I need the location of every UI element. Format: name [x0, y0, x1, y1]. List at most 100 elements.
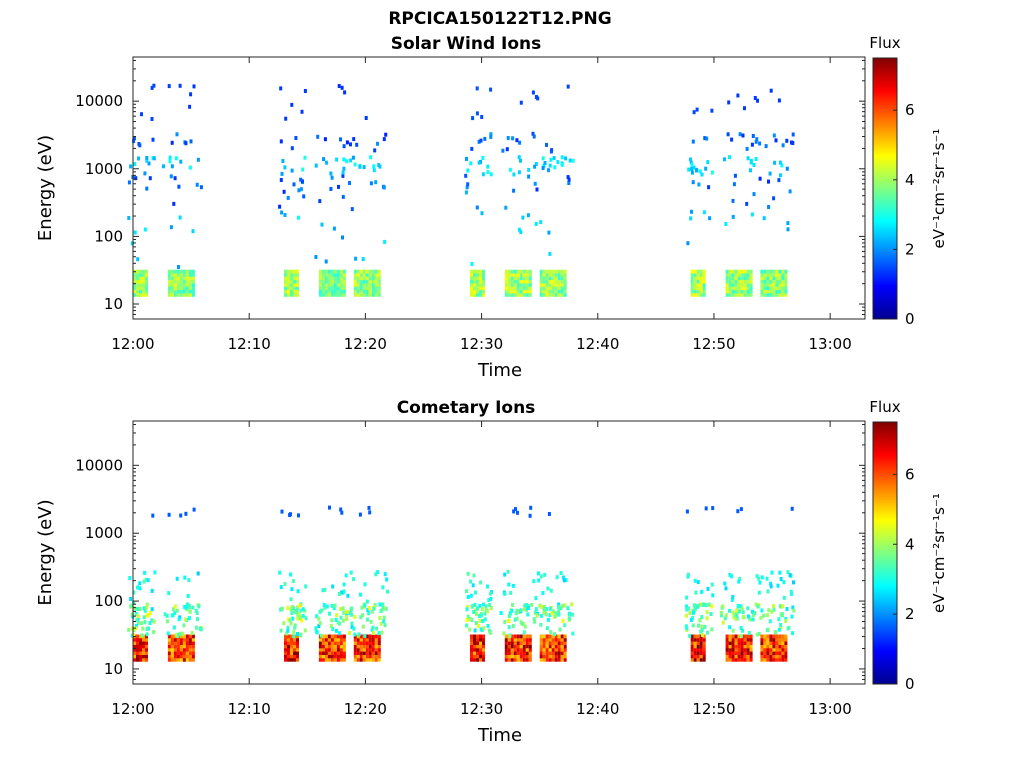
heatmap-cell — [522, 641, 526, 645]
heatmap-cell — [504, 644, 508, 649]
heatmap-cell — [740, 657, 744, 662]
heatmap-cell — [356, 657, 360, 662]
heatmap-cell — [476, 644, 479, 649]
heatmap-cell — [376, 570, 380, 575]
colorbar-tick-label: 2 — [905, 605, 915, 623]
heatmap-cell — [190, 631, 194, 636]
heatmap-cell — [772, 607, 776, 612]
heatmap-cell — [167, 276, 171, 281]
heatmap-cell — [324, 654, 328, 659]
heatmap-cell — [784, 634, 788, 639]
heatmap-cell — [507, 582, 511, 587]
heatmap-cell — [541, 591, 545, 595]
x-tick-label: 12:30 — [460, 335, 503, 353]
heatmap-cell — [133, 641, 136, 645]
heatmap-cell — [691, 139, 695, 144]
heatmap-cell — [321, 283, 325, 287]
heatmap-cell — [548, 283, 552, 287]
heatmap-cell — [551, 637, 555, 642]
heatmap-cell — [487, 598, 491, 603]
heatmap-cell — [781, 279, 785, 284]
heatmap-cell — [542, 637, 546, 642]
heatmap-cell — [191, 269, 195, 274]
heatmap-cell — [723, 581, 727, 586]
heatmap-cell — [369, 619, 373, 624]
heatmap-cell — [789, 589, 793, 594]
heatmap-cell — [775, 293, 779, 297]
heatmap-cell — [768, 171, 772, 176]
heatmap-cell — [539, 622, 543, 627]
heatmap-cell — [476, 269, 479, 274]
heatmap-cell — [707, 602, 711, 607]
heatmap-cell — [314, 626, 318, 631]
heatmap-cell — [690, 647, 694, 652]
heatmap-cell — [371, 279, 375, 284]
heatmap-cell — [362, 293, 366, 297]
heatmap-cell — [371, 644, 375, 649]
heatmap-cell — [548, 654, 552, 659]
heatmap-cell — [465, 605, 469, 610]
heatmap-cell — [689, 618, 693, 622]
heatmap-cell — [766, 286, 770, 291]
heatmap-cell — [702, 647, 706, 652]
heatmap-cell — [785, 138, 789, 143]
heatmap-cell — [508, 614, 511, 618]
heatmap-cell — [519, 647, 523, 652]
heatmap-cell — [740, 293, 744, 297]
heatmap-cell — [173, 654, 177, 659]
heatmap-cell — [551, 654, 555, 659]
heatmap-cell — [543, 161, 547, 165]
heatmap-cell — [702, 293, 706, 297]
heatmap-cell — [769, 283, 773, 287]
heatmap-cell — [755, 137, 759, 142]
heatmap-cell — [696, 269, 700, 274]
heatmap-cell — [743, 279, 747, 284]
heatmap-cell — [381, 602, 385, 607]
heatmap-cell — [696, 644, 700, 649]
heatmap-cell — [760, 634, 764, 639]
heatmap-cell — [296, 605, 299, 610]
heatmap-cell — [732, 615, 736, 620]
heatmap-cell — [287, 286, 290, 291]
heatmap-cell — [784, 276, 788, 281]
heatmap-cell — [336, 644, 340, 649]
heatmap-cell — [142, 657, 145, 662]
heatmap-cell — [551, 634, 555, 639]
heatmap-cell — [173, 286, 177, 291]
heatmap-cell — [534, 221, 538, 226]
heatmap-cell — [563, 657, 567, 662]
heatmap-cell — [743, 269, 747, 274]
heatmap-cell — [702, 273, 706, 277]
heatmap-cell — [701, 602, 705, 607]
heatmap-cell — [329, 187, 333, 191]
heatmap-cell — [339, 615, 343, 620]
plot-frame — [132, 56, 866, 320]
heatmap-cell — [364, 116, 368, 120]
heatmap-cell — [545, 647, 549, 652]
heatmap-cell — [728, 644, 732, 649]
heatmap-cell — [134, 176, 138, 181]
burst-4 — [348, 116, 388, 297]
heatmap-cell — [470, 651, 473, 655]
heatmap-cell — [368, 654, 372, 659]
heatmap-cell — [334, 617, 338, 622]
heatmap-cell — [136, 283, 139, 287]
heatmap-cell — [321, 279, 325, 284]
heatmap-cell — [382, 137, 386, 142]
heatmap-cell — [779, 577, 783, 581]
heatmap-cell — [747, 631, 751, 635]
heatmap-cell — [365, 293, 369, 297]
heatmap-cell — [145, 293, 148, 297]
heatmap-cell — [194, 625, 198, 630]
heatmap-cell — [725, 641, 729, 645]
heatmap-cell — [470, 286, 473, 291]
heatmap-cell — [291, 616, 295, 621]
heatmap-cell — [142, 615, 146, 620]
heatmap-cell — [784, 273, 788, 277]
heatmap-cell — [570, 612, 574, 617]
heatmap-cell — [693, 657, 697, 662]
heatmap-cell — [548, 279, 552, 284]
heatmap-cell — [770, 609, 774, 614]
heatmap-cell — [699, 289, 703, 294]
heatmap-cell — [330, 289, 334, 294]
